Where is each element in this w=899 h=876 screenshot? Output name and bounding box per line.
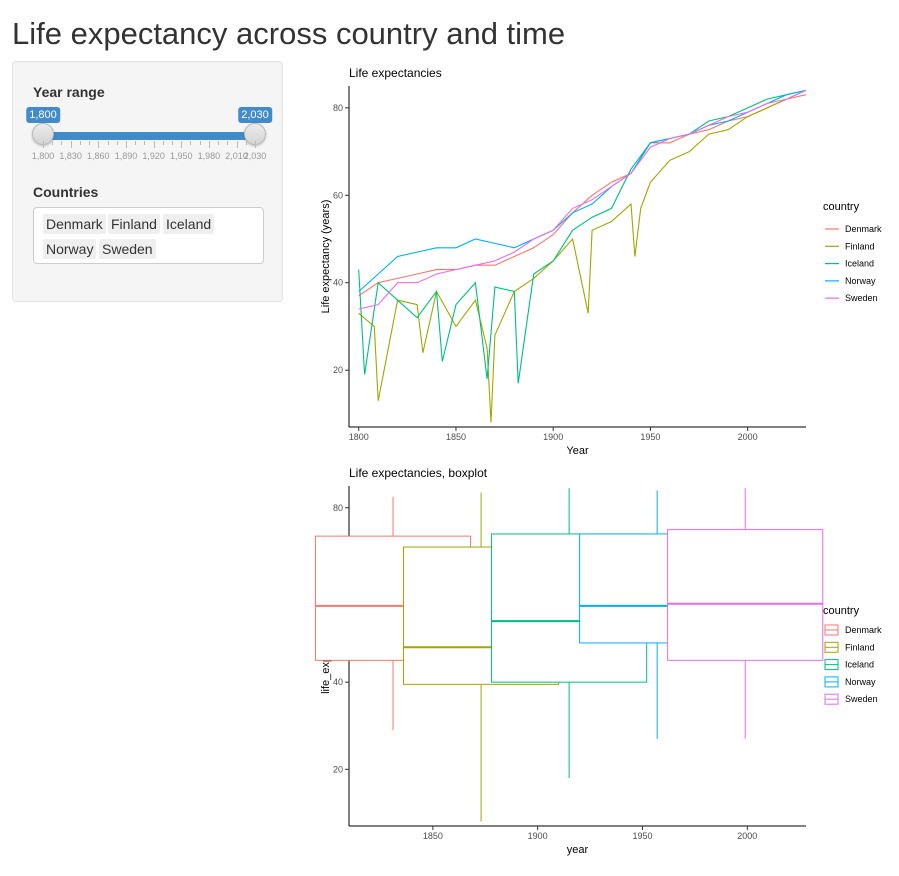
y-tick-label: 20: [333, 365, 343, 375]
series-line-sweden: [358, 89, 807, 310]
legend-label-norway: Norway: [845, 276, 876, 286]
slider-tick: [116, 141, 118, 145]
country-chip-finland[interactable]: Finland: [108, 214, 160, 234]
legend-label-iceland: Iceland: [845, 259, 874, 269]
x-tick-label: 2000: [737, 831, 757, 841]
y-tick-label: 80: [333, 503, 343, 513]
slider-low-value: 1,800: [26, 107, 60, 123]
country-chip-iceland[interactable]: Iceland: [163, 214, 215, 234]
series-line-denmark: [358, 94, 807, 297]
slider-tick: [172, 141, 174, 145]
slider-tick-label: 1,920: [142, 151, 165, 161]
slider-selected-track[interactable]: [43, 132, 255, 140]
x-tick-label: 2000: [738, 432, 758, 442]
slider-tick-label: 1,980: [197, 151, 221, 161]
year-range-slider[interactable]: 1,800 2,030 1,800 1,830 1,860 1,890 1,920 1,9…: [13, 62, 284, 182]
slider-tick-label: 1,860: [87, 151, 110, 161]
slider-tick: [199, 141, 201, 145]
line-chart: Life expectancies 20 40 60 80 1800 1850 1900 195…: [320, 66, 882, 455]
slider-tick: [98, 141, 100, 148]
y-tick-label: 80: [333, 103, 343, 113]
slider-tick: [153, 141, 155, 148]
slider-tick: [135, 141, 137, 145]
legend-label-finland: Finland: [845, 241, 875, 251]
slider-tick-label: 1,950: [169, 151, 193, 161]
countries-label: Countries: [33, 184, 99, 200]
slider-tick: [107, 141, 109, 145]
x-tick-label: 1800: [349, 432, 369, 442]
slider-tick-label: 1,890: [114, 151, 138, 161]
slider-tick: [255, 141, 256, 148]
slider-tick: [218, 141, 220, 145]
country-chip-norway[interactable]: Norway: [43, 239, 97, 259]
legend-label-norway: Norway: [845, 677, 876, 687]
x-axis-label: Year: [566, 445, 589, 455]
slider-tick: [125, 141, 127, 148]
slider-tick: [162, 141, 164, 145]
y-tick-label: 40: [333, 677, 343, 687]
slider-tick-label: 2,030: [243, 151, 267, 161]
x-tick-label: 1850: [423, 831, 443, 841]
series-line-finland: [358, 89, 807, 423]
slider-tick: [236, 141, 238, 148]
x-tick-label: 1900: [528, 831, 548, 841]
slider-tick: [43, 141, 44, 148]
slider-tick-label: 2,010: [225, 151, 248, 161]
countries-multiselect[interactable]: Denmark Finland Iceland Norway Sweden: [33, 207, 264, 264]
slider-tick: [245, 141, 247, 145]
country-chip-sweden[interactable]: Sweden: [99, 239, 156, 259]
slider-tick: [89, 141, 91, 145]
legend-label-denmark: Denmark: [845, 224, 882, 234]
slider-tick: [208, 141, 210, 148]
legend-label-sweden: Sweden: [845, 694, 878, 704]
slider-high-value: 2,030: [238, 107, 272, 123]
chart-title: Life expectancies, boxplot: [349, 466, 488, 480]
legend-label-finland: Finland: [845, 642, 875, 652]
slider-tick: [227, 141, 229, 145]
slider-tick: [79, 141, 81, 145]
legend-label-sweden: Sweden: [845, 293, 878, 303]
y-tick-label: 20: [333, 764, 343, 774]
legend-title: country: [823, 201, 860, 213]
slider-tick: [181, 141, 183, 148]
slider-tick: [52, 141, 54, 145]
y-tick-label: 60: [333, 190, 343, 200]
x-tick-label: 1950: [632, 831, 652, 841]
country-chip-denmark[interactable]: Denmark: [43, 214, 106, 234]
x-tick-label: 1950: [640, 432, 660, 442]
series-line-iceland: [358, 89, 807, 384]
y-tick-label: 40: [333, 278, 343, 288]
legend-title: country: [823, 605, 860, 617]
x-tick-label: 1900: [543, 432, 563, 442]
x-tick-label: 1850: [446, 432, 466, 442]
slider-tick: [190, 141, 192, 145]
series-line-norway: [358, 89, 807, 292]
legend-label-iceland: Iceland: [845, 660, 874, 670]
y-axis-label: Life expectancy (years): [320, 200, 332, 314]
slider-tick: [61, 141, 63, 145]
legend-label-denmark: Denmark: [845, 625, 882, 635]
box-chart: Life expectancies, boxplot20406080185019…: [314, 466, 882, 856]
x-axis-label: year: [567, 844, 589, 856]
slider-tick-label: 1,800: [31, 151, 55, 161]
box-sweden: [667, 529, 824, 661]
slider-tick-label: 1,830: [59, 151, 82, 161]
sidebar-panel: Year range 1,800 2,030 1,800 1,830 1,860 1,…: [12, 61, 283, 302]
year-range-label: Year range: [33, 84, 105, 100]
chart-title: Life expectancies: [349, 66, 442, 80]
slider-tick: [70, 141, 72, 148]
page-title: Life expectancy across country and time: [12, 16, 566, 51]
slider-tick: [144, 141, 146, 145]
